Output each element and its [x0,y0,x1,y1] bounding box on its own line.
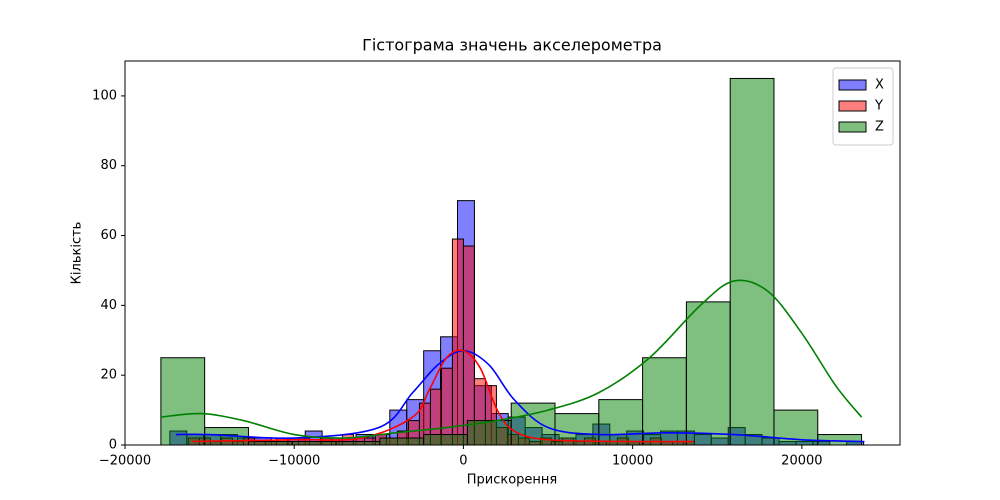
x-tick-label: 10000 [612,454,653,469]
x-tick-label: −20000 [99,454,151,469]
histogram-bar [247,441,293,446]
histogram-bar [440,367,453,446]
y-tick-label: 40 [100,298,117,313]
kde-line [175,349,865,443]
y-tick-label: 0 [109,438,117,453]
legend-swatch [838,100,867,112]
y-tick-label: 100 [92,88,117,103]
histogram-bar [642,357,687,446]
histogram-bar [423,434,468,446]
kde-line [192,349,694,443]
histogram-bar [598,399,644,446]
histogram-bar [817,434,863,446]
legend-label: Z [875,120,884,135]
histogram-bar [335,441,381,446]
legend-label: Y [874,99,883,114]
histogram-bar [685,301,731,446]
x-tick-label: 0 [459,454,467,469]
kde-line [160,279,863,439]
legend-label: X [875,78,884,93]
x-tick-label: 20000 [781,454,822,469]
y-tick-label: 60 [100,228,117,243]
y-tick-label: 80 [100,158,117,173]
plot-frame [124,60,901,446]
x-tick-label: −10000 [268,454,320,469]
legend-swatch [838,79,867,91]
histogram-bar [451,238,464,446]
histogram-bar [729,77,775,446]
y-axis-label: Кількість [70,222,85,285]
x-axis-label: Прискорення [467,473,558,488]
histogram-bar [160,357,206,446]
legend-swatch [838,121,867,133]
chart-title: Гістограма значень акселерометра [362,36,662,55]
y-tick-label: 20 [100,368,117,383]
histogram-bar [379,437,425,446]
histogram-bar [462,245,475,446]
histogram-bar [291,441,337,446]
